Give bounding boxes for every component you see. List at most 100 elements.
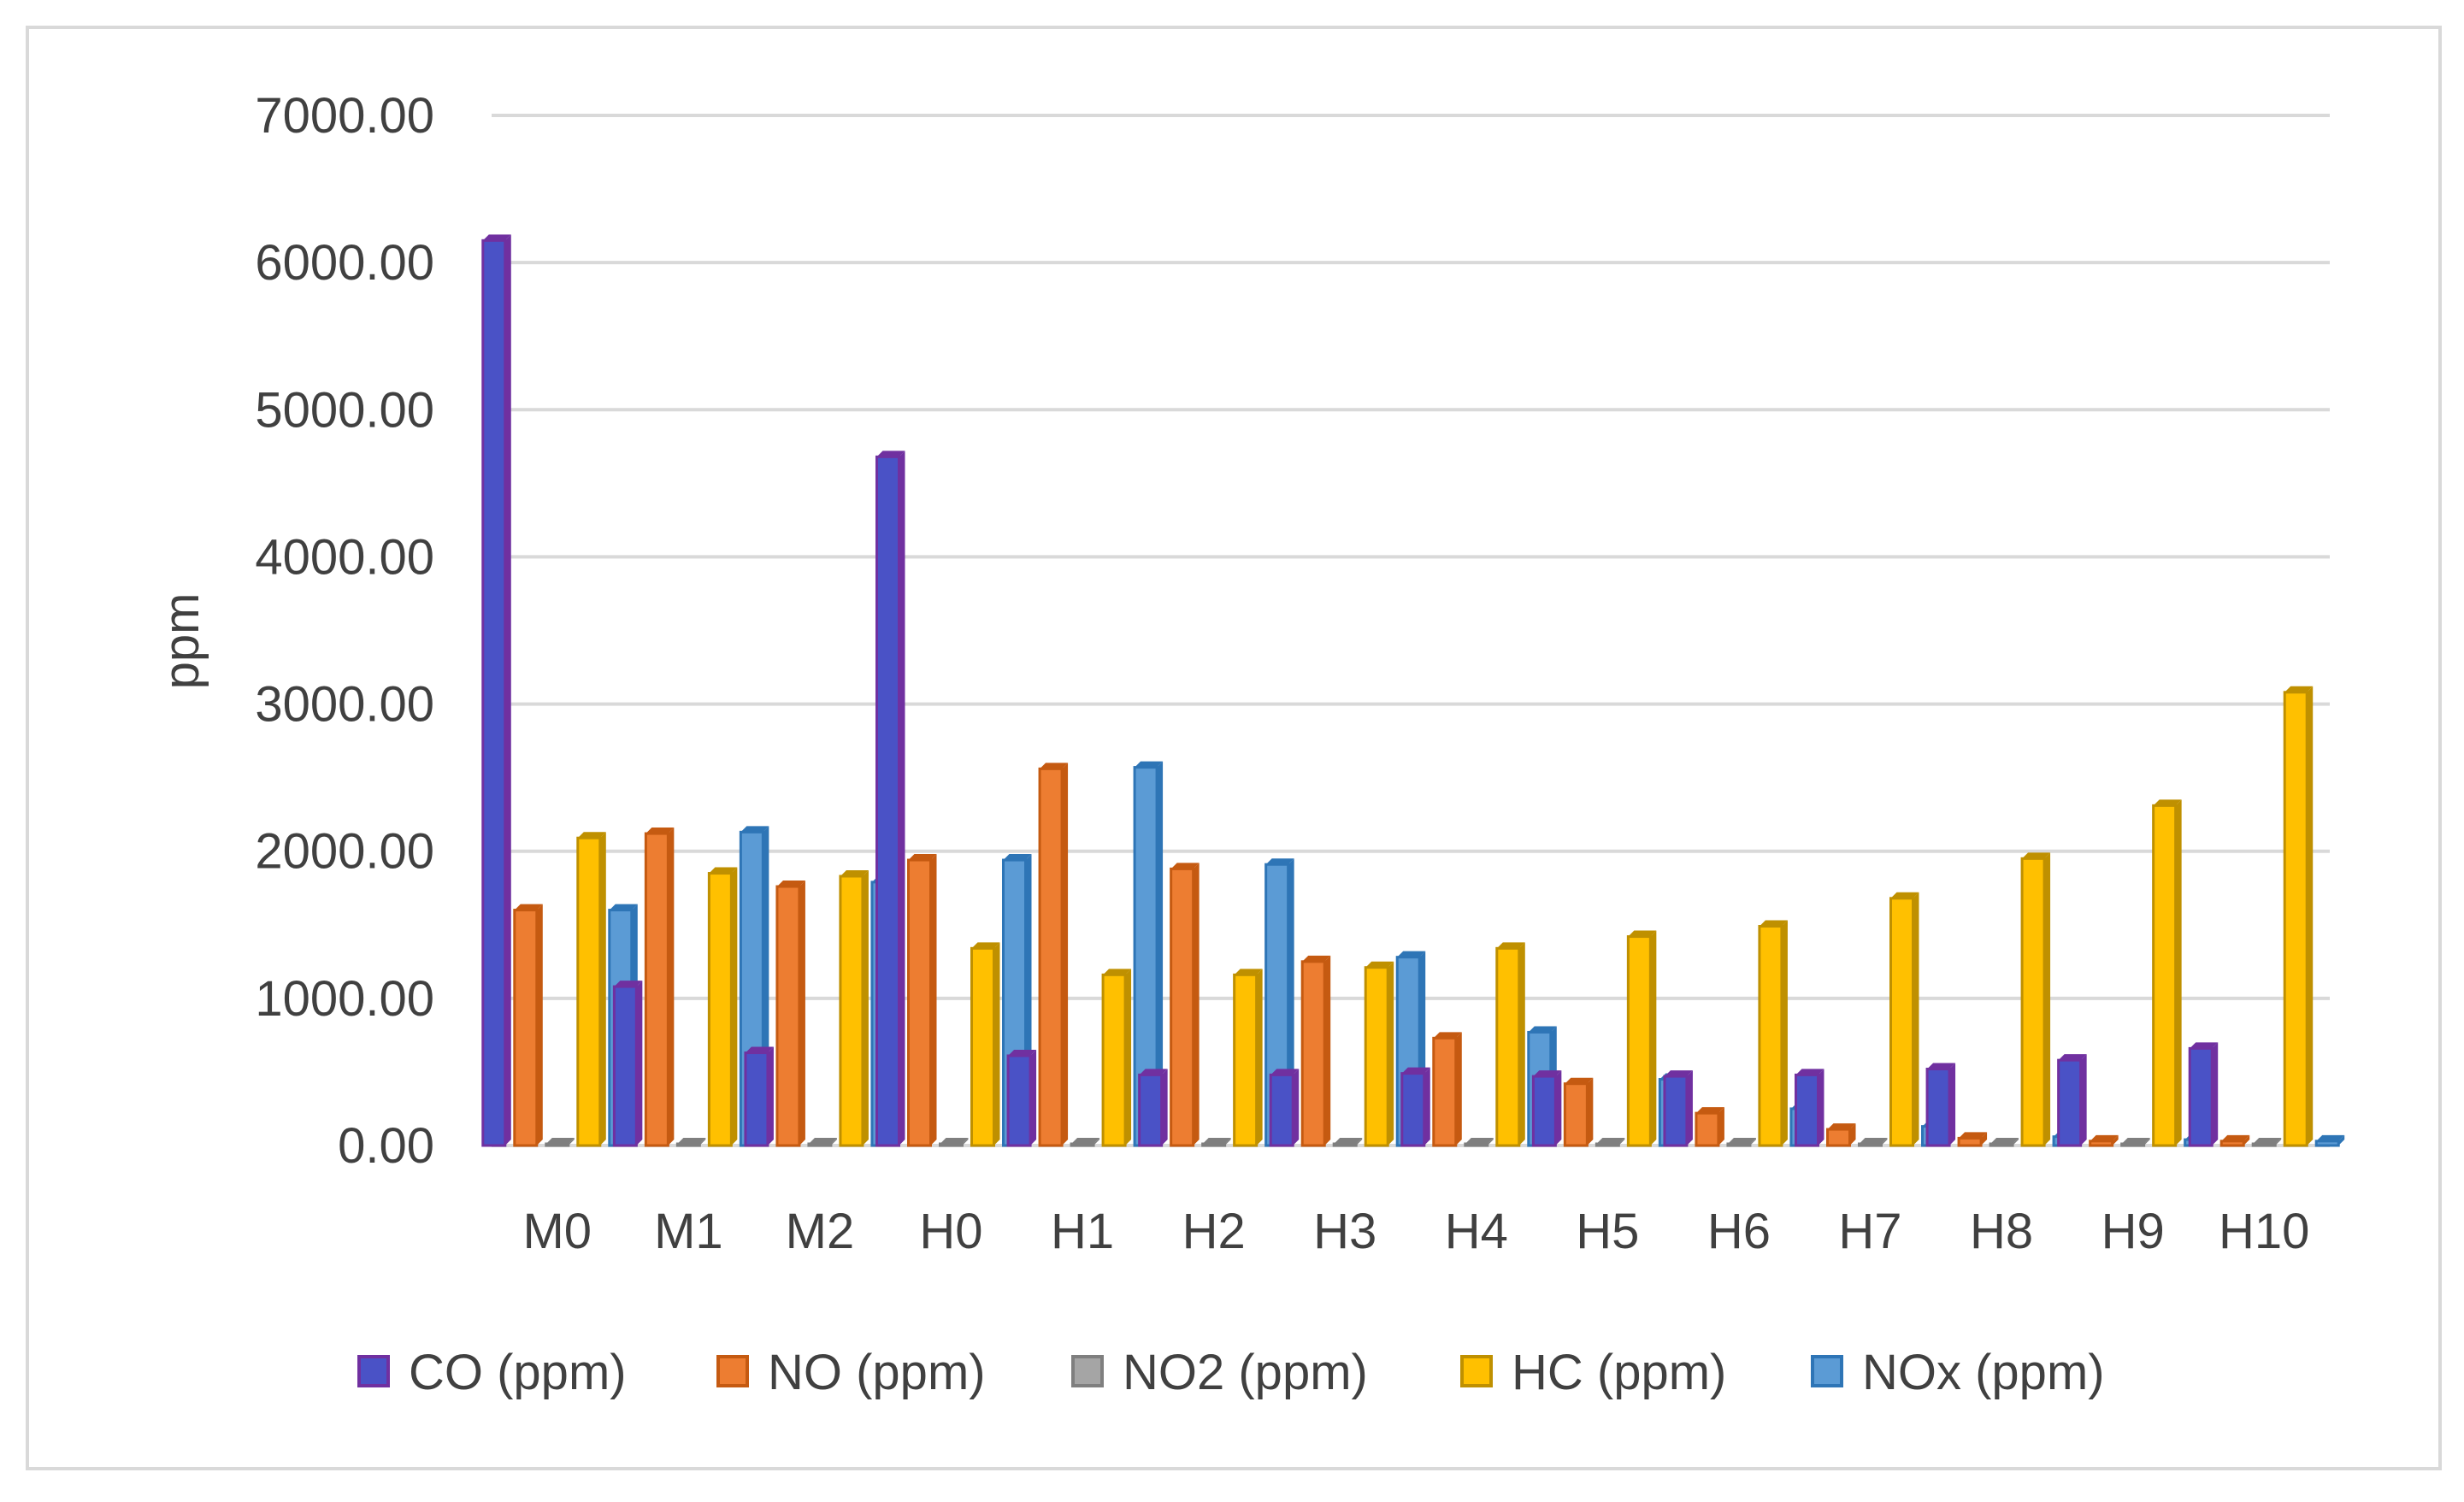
x-category-label: H4 <box>1445 1204 1508 1259</box>
bar-side <box>1388 961 1394 1146</box>
bar-no-m0 <box>513 904 543 1147</box>
bar-side <box>2275 1138 2282 1146</box>
bar-side <box>1455 1032 1462 1146</box>
bar-top <box>614 981 643 987</box>
bar-hc-m2 <box>839 869 869 1147</box>
bar-top <box>1565 1077 1594 1084</box>
bar-hc-h5 <box>1626 930 1657 1147</box>
bar-hc-h7 <box>1889 892 1919 1147</box>
bar-top <box>1397 951 1426 957</box>
bar-front <box>675 1142 701 1147</box>
bar-co-h2 <box>1138 1069 1168 1147</box>
bar-top <box>514 904 543 910</box>
bar-front <box>1300 960 1326 1147</box>
bar-front <box>1006 1054 1032 1147</box>
bar-top <box>1927 1063 1956 1069</box>
bar-front <box>1170 867 1195 1147</box>
bar-front <box>807 1142 833 1147</box>
bar-no2-h2 <box>1201 1138 1231 1147</box>
bar-hc-m1 <box>707 867 738 1147</box>
bar-no2-h5 <box>1595 1138 1625 1147</box>
bar-side <box>699 1138 706 1146</box>
bar-front <box>2283 691 2308 1147</box>
bar-co-h4 <box>1400 1067 1430 1147</box>
bar-front <box>1138 1073 1164 1147</box>
bar-top <box>1334 1138 1363 1144</box>
bar-front <box>1726 1142 1752 1147</box>
bar-side <box>1256 969 1263 1146</box>
bar-no-h4 <box>1432 1032 1462 1147</box>
bar-top <box>1202 1138 1231 1144</box>
bar-no2-h3 <box>1332 1138 1363 1147</box>
bar-top <box>840 869 869 876</box>
bar-front <box>1758 925 1783 1147</box>
x-category-label: M2 <box>786 1204 855 1259</box>
bar-front <box>576 836 602 1147</box>
bar-side <box>2143 1138 2150 1146</box>
bar-side <box>2212 1042 2219 1146</box>
bar-top <box>2022 852 2051 859</box>
y-tick-label: 5000.00 <box>255 382 434 438</box>
bar-no2-m2 <box>807 1138 837 1147</box>
bar-no2-h0 <box>939 1138 969 1147</box>
bar-hc-h0 <box>970 942 1000 1147</box>
bar-top <box>1533 1070 1562 1077</box>
bar-side <box>1224 1138 1231 1146</box>
bar-top <box>577 832 606 839</box>
bar-top <box>1433 1032 1462 1039</box>
bars <box>481 234 2345 1147</box>
legend-label: CO (ppm) <box>409 1345 627 1400</box>
bar-front <box>1563 1082 1589 1147</box>
bar-top <box>1890 892 1919 898</box>
bar-side <box>1518 942 1525 1146</box>
bar-top <box>1401 1067 1430 1074</box>
bar-top <box>808 1138 837 1144</box>
bar-top <box>2221 1134 2250 1141</box>
bar-top <box>1040 763 1069 769</box>
bar-top <box>545 1138 575 1144</box>
x-category-label: H2 <box>1182 1204 1246 1259</box>
bar-top <box>1302 955 1331 962</box>
bar-top <box>1528 1026 1557 1033</box>
bar-front <box>1101 973 1127 1147</box>
bar-no-h10 <box>2219 1134 2250 1147</box>
bar-side <box>1424 1067 1430 1146</box>
bar-nox-h10 <box>2314 1134 2345 1147</box>
bar-top <box>709 867 738 874</box>
bar-front <box>1070 1142 1095 1147</box>
legend-swatch <box>716 1355 749 1387</box>
bar-front <box>875 455 900 1147</box>
bar-front <box>1858 1142 1883 1147</box>
bar-top <box>482 234 511 241</box>
bar-no2-h6 <box>1726 1138 1756 1147</box>
y-tick-label: 0.00 <box>338 1118 434 1174</box>
bar-top <box>2153 799 2182 806</box>
bar-side <box>568 1138 575 1146</box>
bar-top <box>1003 854 1032 861</box>
bar-side <box>1293 1069 1300 1146</box>
bar-front <box>839 875 864 1147</box>
bar-hc-h2 <box>1233 969 1263 1147</box>
bar-no-h1 <box>1038 763 1069 1147</box>
bar-side <box>962 1138 969 1146</box>
bar-side <box>668 828 675 1146</box>
bar-top <box>776 881 805 887</box>
bar-top <box>1135 761 1164 768</box>
legend-label: NO (ppm) <box>768 1345 986 1400</box>
bar-no-m2 <box>775 881 805 1147</box>
bar-co-h7 <box>1795 1069 1824 1147</box>
bar-top <box>2284 686 2314 692</box>
legend-swatch <box>1811 1355 1843 1387</box>
bar-top <box>677 1138 706 1144</box>
bar-co-h9 <box>2057 1054 2087 1147</box>
bar-top <box>1008 1049 1037 1056</box>
bar-hc-h9 <box>2152 799 2182 1147</box>
bar-top <box>971 942 1000 949</box>
bar-hc-h4 <box>1495 942 1525 1147</box>
bar-side <box>2013 1138 2019 1146</box>
bar-side <box>899 451 905 1146</box>
bar-front <box>2188 1046 2213 1147</box>
bar-front <box>1663 1075 1689 1147</box>
bar-top <box>1265 858 1294 865</box>
bar-front <box>939 1142 964 1147</box>
